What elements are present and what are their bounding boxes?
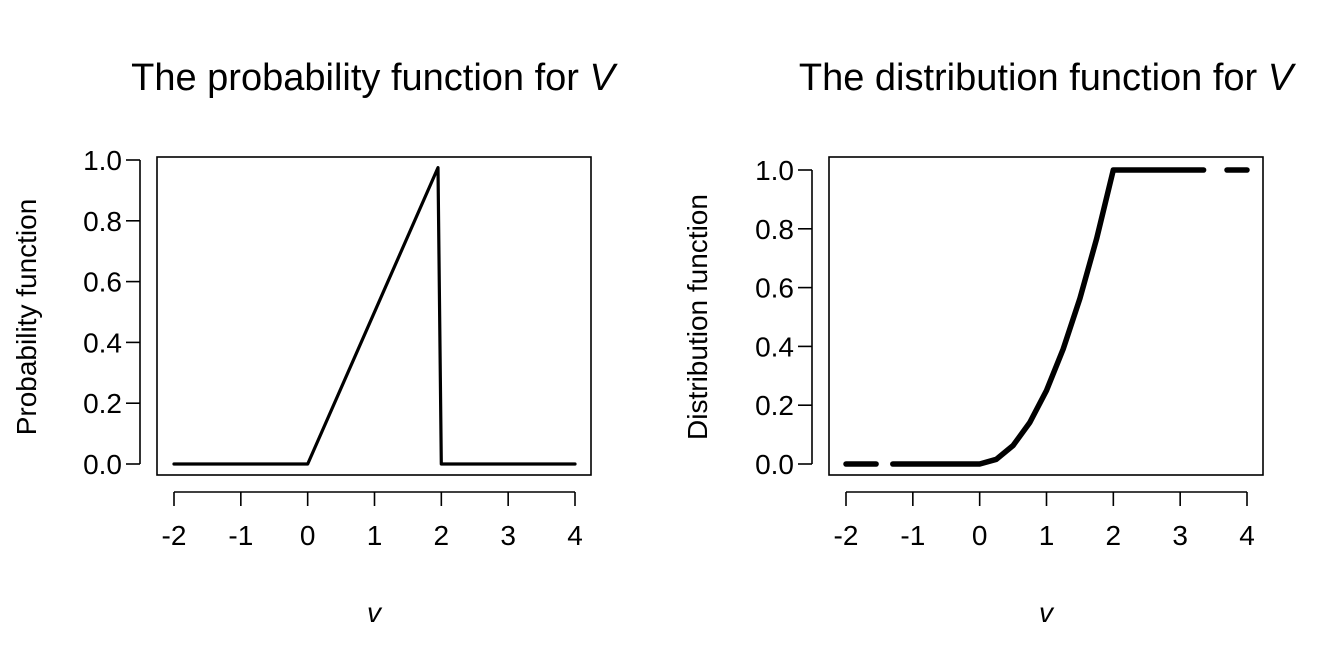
series-group (843, 167, 1250, 467)
y-tick-label: 0.4 (755, 331, 794, 362)
x-tick-label: 2 (1106, 520, 1122, 551)
y-tick-label: 0.2 (83, 388, 122, 419)
x-axis-label: v (1039, 597, 1055, 628)
series-line-2 (890, 167, 1207, 467)
y-axis: 0.0 0.2 0.4 0.6 0.8 1.0 (755, 155, 813, 480)
y-tick-label: 0.0 (755, 449, 794, 480)
x-tick-label: 1 (1039, 520, 1055, 551)
distribution-function-chart: The distribution function for V -2 -1 0 1 2 3… (682, 57, 1297, 628)
y-tick-label: 0.6 (83, 267, 122, 298)
x-tick-label: 1 (367, 520, 383, 551)
y-tick-label: 0.8 (83, 206, 122, 237)
x-tick-label: 0 (300, 520, 316, 551)
y-tick-label: 0.6 (755, 273, 794, 304)
x-axis: -2 -1 0 1 2 3 4 (834, 491, 1255, 551)
x-tick-label: 0 (972, 520, 988, 551)
y-axis-label: Probability function (11, 199, 42, 436)
y-axis-label: Distribution function (682, 194, 713, 440)
x-tick-label: -2 (834, 520, 859, 551)
x-tick-label: 3 (500, 520, 516, 551)
plot-frame (156, 156, 592, 476)
x-axis: -2 -1 0 1 2 3 4 (162, 491, 583, 551)
chart-title: The distribution function for V (799, 57, 1297, 99)
y-tick-label: 0.0 (83, 449, 122, 480)
x-tick-label: 4 (567, 520, 583, 551)
series-group (172, 166, 577, 466)
x-tick-label: 3 (1172, 520, 1188, 551)
chart-title: The probability function for V (131, 57, 618, 99)
y-tick-label: 0.2 (755, 390, 794, 421)
series-line-1 (172, 166, 577, 466)
y-tick-label: 0.8 (755, 214, 794, 245)
probability-function-chart: The probability function for V -2 -1 0 1 2 3 4… (11, 57, 619, 628)
y-tick-label: 1.0 (83, 145, 122, 176)
plot-frame (828, 156, 1264, 476)
x-tick-label: -1 (900, 520, 925, 551)
x-tick-label: 2 (434, 520, 450, 551)
x-tick-label: -2 (162, 520, 187, 551)
y-axis: 0.0 0.2 0.4 0.6 0.8 1.0 (83, 145, 141, 480)
y-tick-label: 0.4 (83, 327, 122, 358)
y-tick-label: 1.0 (755, 155, 794, 186)
x-axis-label: v (367, 597, 383, 628)
x-tick-label: 4 (1239, 520, 1255, 551)
x-tick-label: -1 (228, 520, 253, 551)
